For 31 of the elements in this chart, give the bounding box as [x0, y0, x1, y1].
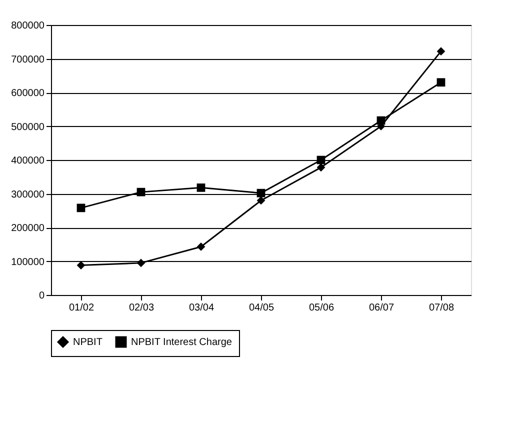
legend-label: NPBIT Interest Charge [131, 337, 232, 348]
x-tick-label: 02/03 [128, 302, 154, 314]
x-tick-label: 05/06 [308, 302, 334, 314]
point [376, 116, 386, 125]
y-tick-label: 0 [38, 290, 45, 302]
y-tick-label: 300000 [11, 189, 45, 200]
point [76, 261, 86, 270]
point [76, 204, 86, 212]
point [196, 242, 206, 251]
point [436, 78, 446, 87]
point [256, 196, 266, 205]
y-tick-label: 400000 [11, 156, 45, 166]
point [256, 188, 266, 198]
x-tick-label: 04/05 [248, 302, 274, 314]
y-tick-label: 200000 [11, 223, 45, 234]
x-tick-label: 06/07 [368, 302, 394, 314]
x-tick-label: 07/08 [428, 302, 454, 314]
point [136, 258, 146, 268]
point [436, 47, 446, 56]
point [196, 183, 206, 192]
point [316, 156, 326, 164]
point [316, 163, 326, 172]
point [136, 188, 146, 196]
y-tick-label: 800000 [11, 20, 45, 32]
x-tick-label: 03/04 [188, 302, 214, 314]
y-tick-label: 100000 [11, 256, 45, 268]
y-tick-label: 600000 [11, 88, 45, 99]
legend-label: NPBIT [73, 337, 102, 348]
x-tick-label: 01/02 [68, 302, 94, 314]
y-tick-label: 700000 [11, 54, 45, 66]
y-tick-label: 500000 [11, 122, 45, 133]
